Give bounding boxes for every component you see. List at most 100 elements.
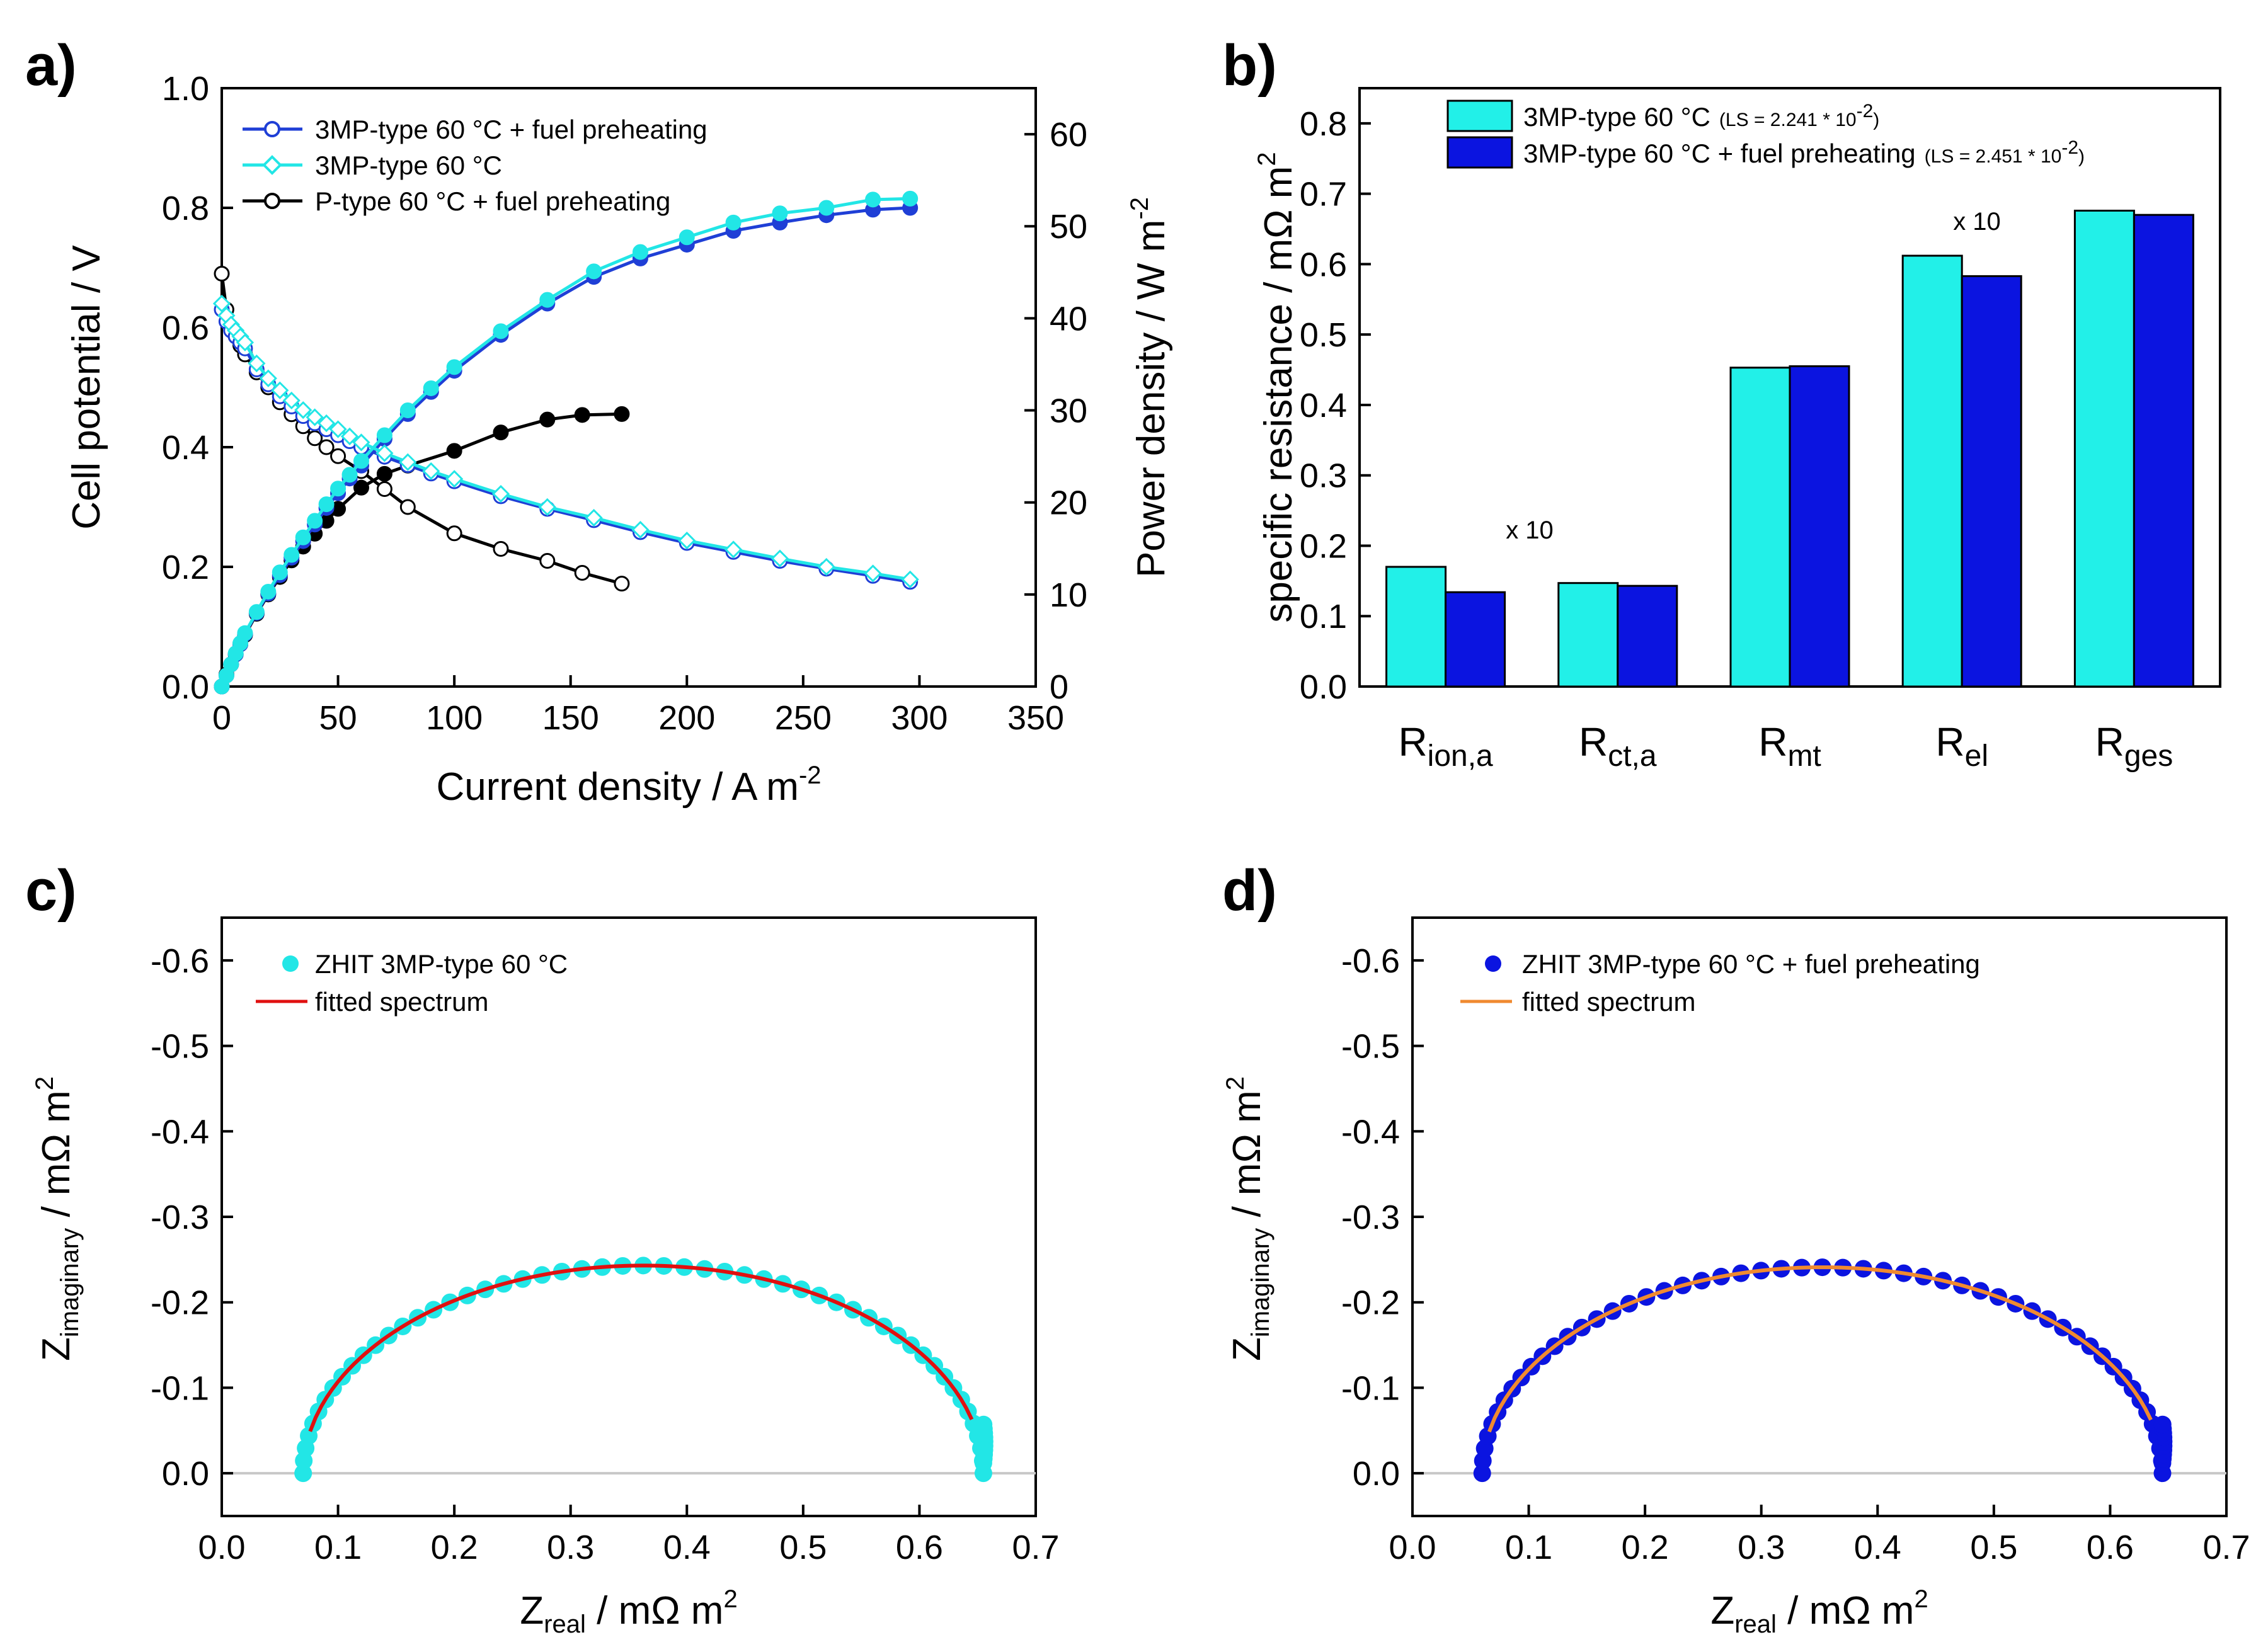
- y-tick-label: 0.3: [1300, 457, 1347, 495]
- series-line: [220, 412, 622, 687]
- bar: [1557, 582, 1619, 688]
- bar: [1385, 566, 1447, 688]
- y-tick-label: 0.0: [162, 668, 209, 706]
- panel-a-y2-axis-title: Power density / W m-2: [1126, 197, 1173, 578]
- y-tick-label: 0.5: [1300, 316, 1347, 354]
- data-point: [574, 407, 590, 423]
- x-tick-label: 0.3: [547, 1529, 594, 1566]
- legend-c-label-1: ZHIT 3MP-type 60 °C: [315, 949, 568, 979]
- x-tick-label: 0.1: [1505, 1529, 1552, 1566]
- x-tick-label: 0.0: [198, 1529, 245, 1566]
- annotation-x10-rel: x 10: [1953, 208, 2001, 236]
- y-tick-label: 0.8: [1300, 105, 1347, 143]
- data-point: [817, 557, 835, 576]
- category-label: Rges: [2095, 719, 2174, 773]
- category-label: Rion,a: [1398, 719, 1493, 773]
- bar: [1445, 591, 1506, 688]
- legend-d-label-1: ZHIT 3MP-type 60 °C + fuel preheating: [1522, 949, 1980, 979]
- data-point: [901, 570, 919, 589]
- panel-b-y-ticks: 0.0 0.1 0.2 0.3 0.4 0.5 0.6 0.7 0.8: [1300, 105, 1371, 706]
- data-point: [318, 439, 335, 455]
- panel-b-bars: [1385, 209, 2194, 688]
- x-tick-label: 50: [319, 699, 357, 737]
- panel-a-x-axis-title: Current density / A m-2: [436, 761, 821, 809]
- data-point: [423, 380, 439, 396]
- x-tick-label: 0.4: [663, 1529, 711, 1566]
- data-point: [248, 604, 265, 620]
- data-point: [574, 565, 590, 581]
- panel-b-legend: 3MP-type 60 °C (LS = 2.241 * 10-2) 3MP-ty…: [1446, 100, 2085, 169]
- y-tick-label: -0.6: [151, 942, 209, 980]
- y-tick-label: 0.8: [162, 190, 209, 227]
- data-point: [614, 406, 630, 422]
- data-point: [330, 448, 346, 464]
- data-point: [770, 549, 789, 567]
- y-tick-label: 0.2: [1300, 527, 1347, 565]
- data-point: [818, 200, 835, 216]
- data-point: [260, 583, 277, 600]
- data-point: [614, 576, 630, 592]
- panel-c-axes: 0.0 0.1 0.2 0.3 0.4 0.5 0.6 0.7 0.0 -0.1 -0.2 -0.3 -…: [151, 942, 1060, 1566]
- legend-a-label-1: 3MP-type 60 °C + fuel preheating: [315, 115, 707, 144]
- data-point: [306, 408, 324, 426]
- data-point: [1473, 1464, 1491, 1483]
- y-tick-label: 0.2: [162, 549, 209, 586]
- legend-b-label-1: 3MP-type 60 °C (LS = 2.241 * 10-2): [1523, 101, 1879, 132]
- panel-a: a) 0 50 100 150 200 250 300 350 0.00.20.40.60.8…: [25, 33, 1173, 809]
- panel-c-label: c): [25, 858, 77, 923]
- data-point: [422, 462, 440, 481]
- data-point: [272, 564, 288, 581]
- panel-b-category-labels: Rion,a Rct,a Rmt Rel Rges: [1398, 719, 2173, 773]
- data-point: [772, 205, 788, 222]
- panel-a-y-axis-title: Cell potential / V: [65, 245, 108, 530]
- data-point: [445, 470, 464, 488]
- x-tick-label: 0.7: [1012, 1529, 1059, 1566]
- data-point: [725, 214, 742, 231]
- data-point: [282, 391, 301, 410]
- data-point: [539, 553, 556, 569]
- y-tick-label: -0.2: [1341, 1284, 1400, 1322]
- y2-tick-label: 50: [1050, 208, 1087, 246]
- data-point: [399, 453, 417, 471]
- data-point: [538, 498, 556, 516]
- panel-a-legend: 3MP-type 60 °C + fuel preheating 3MP-typ…: [243, 115, 707, 216]
- bar: [2133, 214, 2194, 688]
- y-tick-label: -0.1: [1341, 1369, 1400, 1407]
- panel-c-x-axis-title: Zreal / mΩ m2: [520, 1585, 737, 1638]
- category-label: Rel: [1935, 719, 1988, 773]
- x-tick-label: 150: [542, 699, 599, 737]
- panel-b: b) 0.0 0.1 0.2 0.3 0.4 0.5 0.6 0.7 0.8 Rion,a Rct…: [1222, 33, 2221, 773]
- x-tick-label: 0.4: [1854, 1529, 1901, 1566]
- legend-b-swatch-1: [1446, 100, 1513, 132]
- data-point: [284, 547, 300, 563]
- panel-d-axes: 0.0 0.1 0.2 0.3 0.4 0.5 0.6 0.7 0.0 -0.1 -0.2 -0.3 -…: [1341, 942, 2250, 1566]
- bar: [1617, 584, 1678, 688]
- y-tick-label: -0.5: [151, 1028, 209, 1066]
- y-tick-label: 0.6: [1300, 246, 1347, 283]
- data-point: [271, 381, 289, 399]
- data-point: [330, 481, 346, 497]
- data-point: [864, 564, 882, 583]
- y-tick-label: -0.4: [151, 1113, 209, 1151]
- panel-d: d) 0.0 0.1 0.2 0.3 0.4 0.5 0.6 0.7 0.0 -0.1 -0.2 -0…: [1222, 858, 2250, 1638]
- legend-d-marker: [1485, 955, 1501, 972]
- data-point: [237, 625, 253, 641]
- data-point: [317, 414, 336, 433]
- data-point: [631, 520, 650, 539]
- data-point: [318, 496, 335, 513]
- panel-c-data: [294, 1257, 994, 1483]
- data-point: [376, 465, 392, 482]
- panel-d-y-axis-title: Zimaginary / mΩ m2: [1222, 1076, 1274, 1361]
- legend-a-marker-1: [264, 121, 280, 137]
- x-tick-label: 0.2: [1622, 1529, 1669, 1566]
- x-tick-label: 0.1: [314, 1529, 362, 1566]
- y2-tick-label: 40: [1050, 300, 1087, 338]
- bar: [1789, 365, 1850, 688]
- x-tick-label: 0.6: [896, 1529, 943, 1566]
- data-point: [678, 532, 696, 550]
- data-point: [236, 333, 255, 351]
- data-point: [491, 484, 510, 503]
- legend-b-swatch-2: [1446, 136, 1513, 169]
- y-tick-label: 0.1: [1300, 598, 1347, 635]
